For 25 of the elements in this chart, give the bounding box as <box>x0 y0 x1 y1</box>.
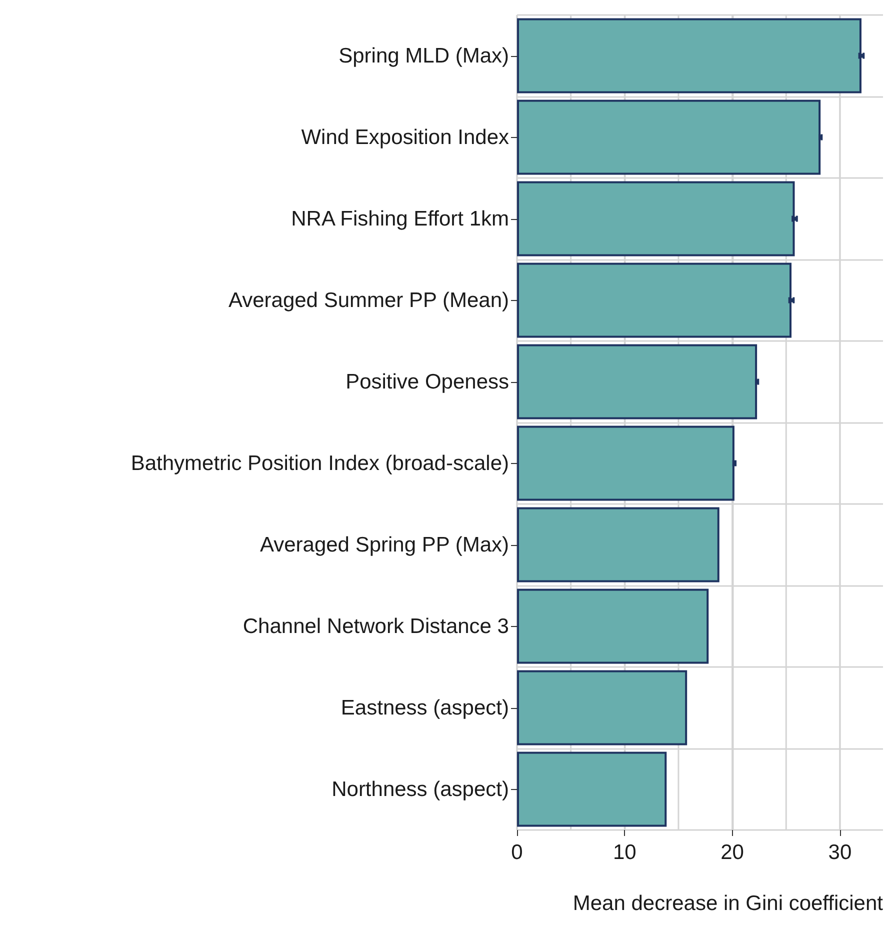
bar <box>517 752 667 827</box>
x-tick-label: 10 <box>612 841 636 864</box>
x-tick-label: 0 <box>511 841 523 864</box>
bar <box>517 670 688 746</box>
bar <box>517 507 720 582</box>
y-tick-label: Wind Exposition Index <box>301 126 510 149</box>
bar <box>517 18 862 94</box>
y-tick-label: Averaged Summer PP (Mean) <box>228 288 509 312</box>
y-tick-label: Channel Network Distance 3 <box>242 614 509 638</box>
y-tick-label: NRA Fishing Effort 1km <box>291 207 509 230</box>
y-tick-label: Averaged Spring PP (Max) <box>260 533 509 556</box>
x-axis-title: Mean decrease in Gini coefficient <box>572 892 884 915</box>
bar <box>517 588 709 664</box>
bar <box>517 262 792 338</box>
y-tick-label: Positive Openess <box>346 370 509 394</box>
bar <box>517 181 795 256</box>
bar <box>517 100 821 175</box>
y-tick-label: Northness (aspect) <box>332 778 509 801</box>
y-tick-label: Bathymetric Position Index (broad-scale) <box>130 452 509 475</box>
x-tick-label: 20 <box>720 841 744 864</box>
y-tick-label: Eastness (aspect) <box>340 696 509 720</box>
y-tick-label: Spring MLD (Max) <box>338 44 509 68</box>
bar <box>517 426 734 501</box>
x-tick-label: 30 <box>828 841 852 864</box>
bar <box>517 344 758 420</box>
